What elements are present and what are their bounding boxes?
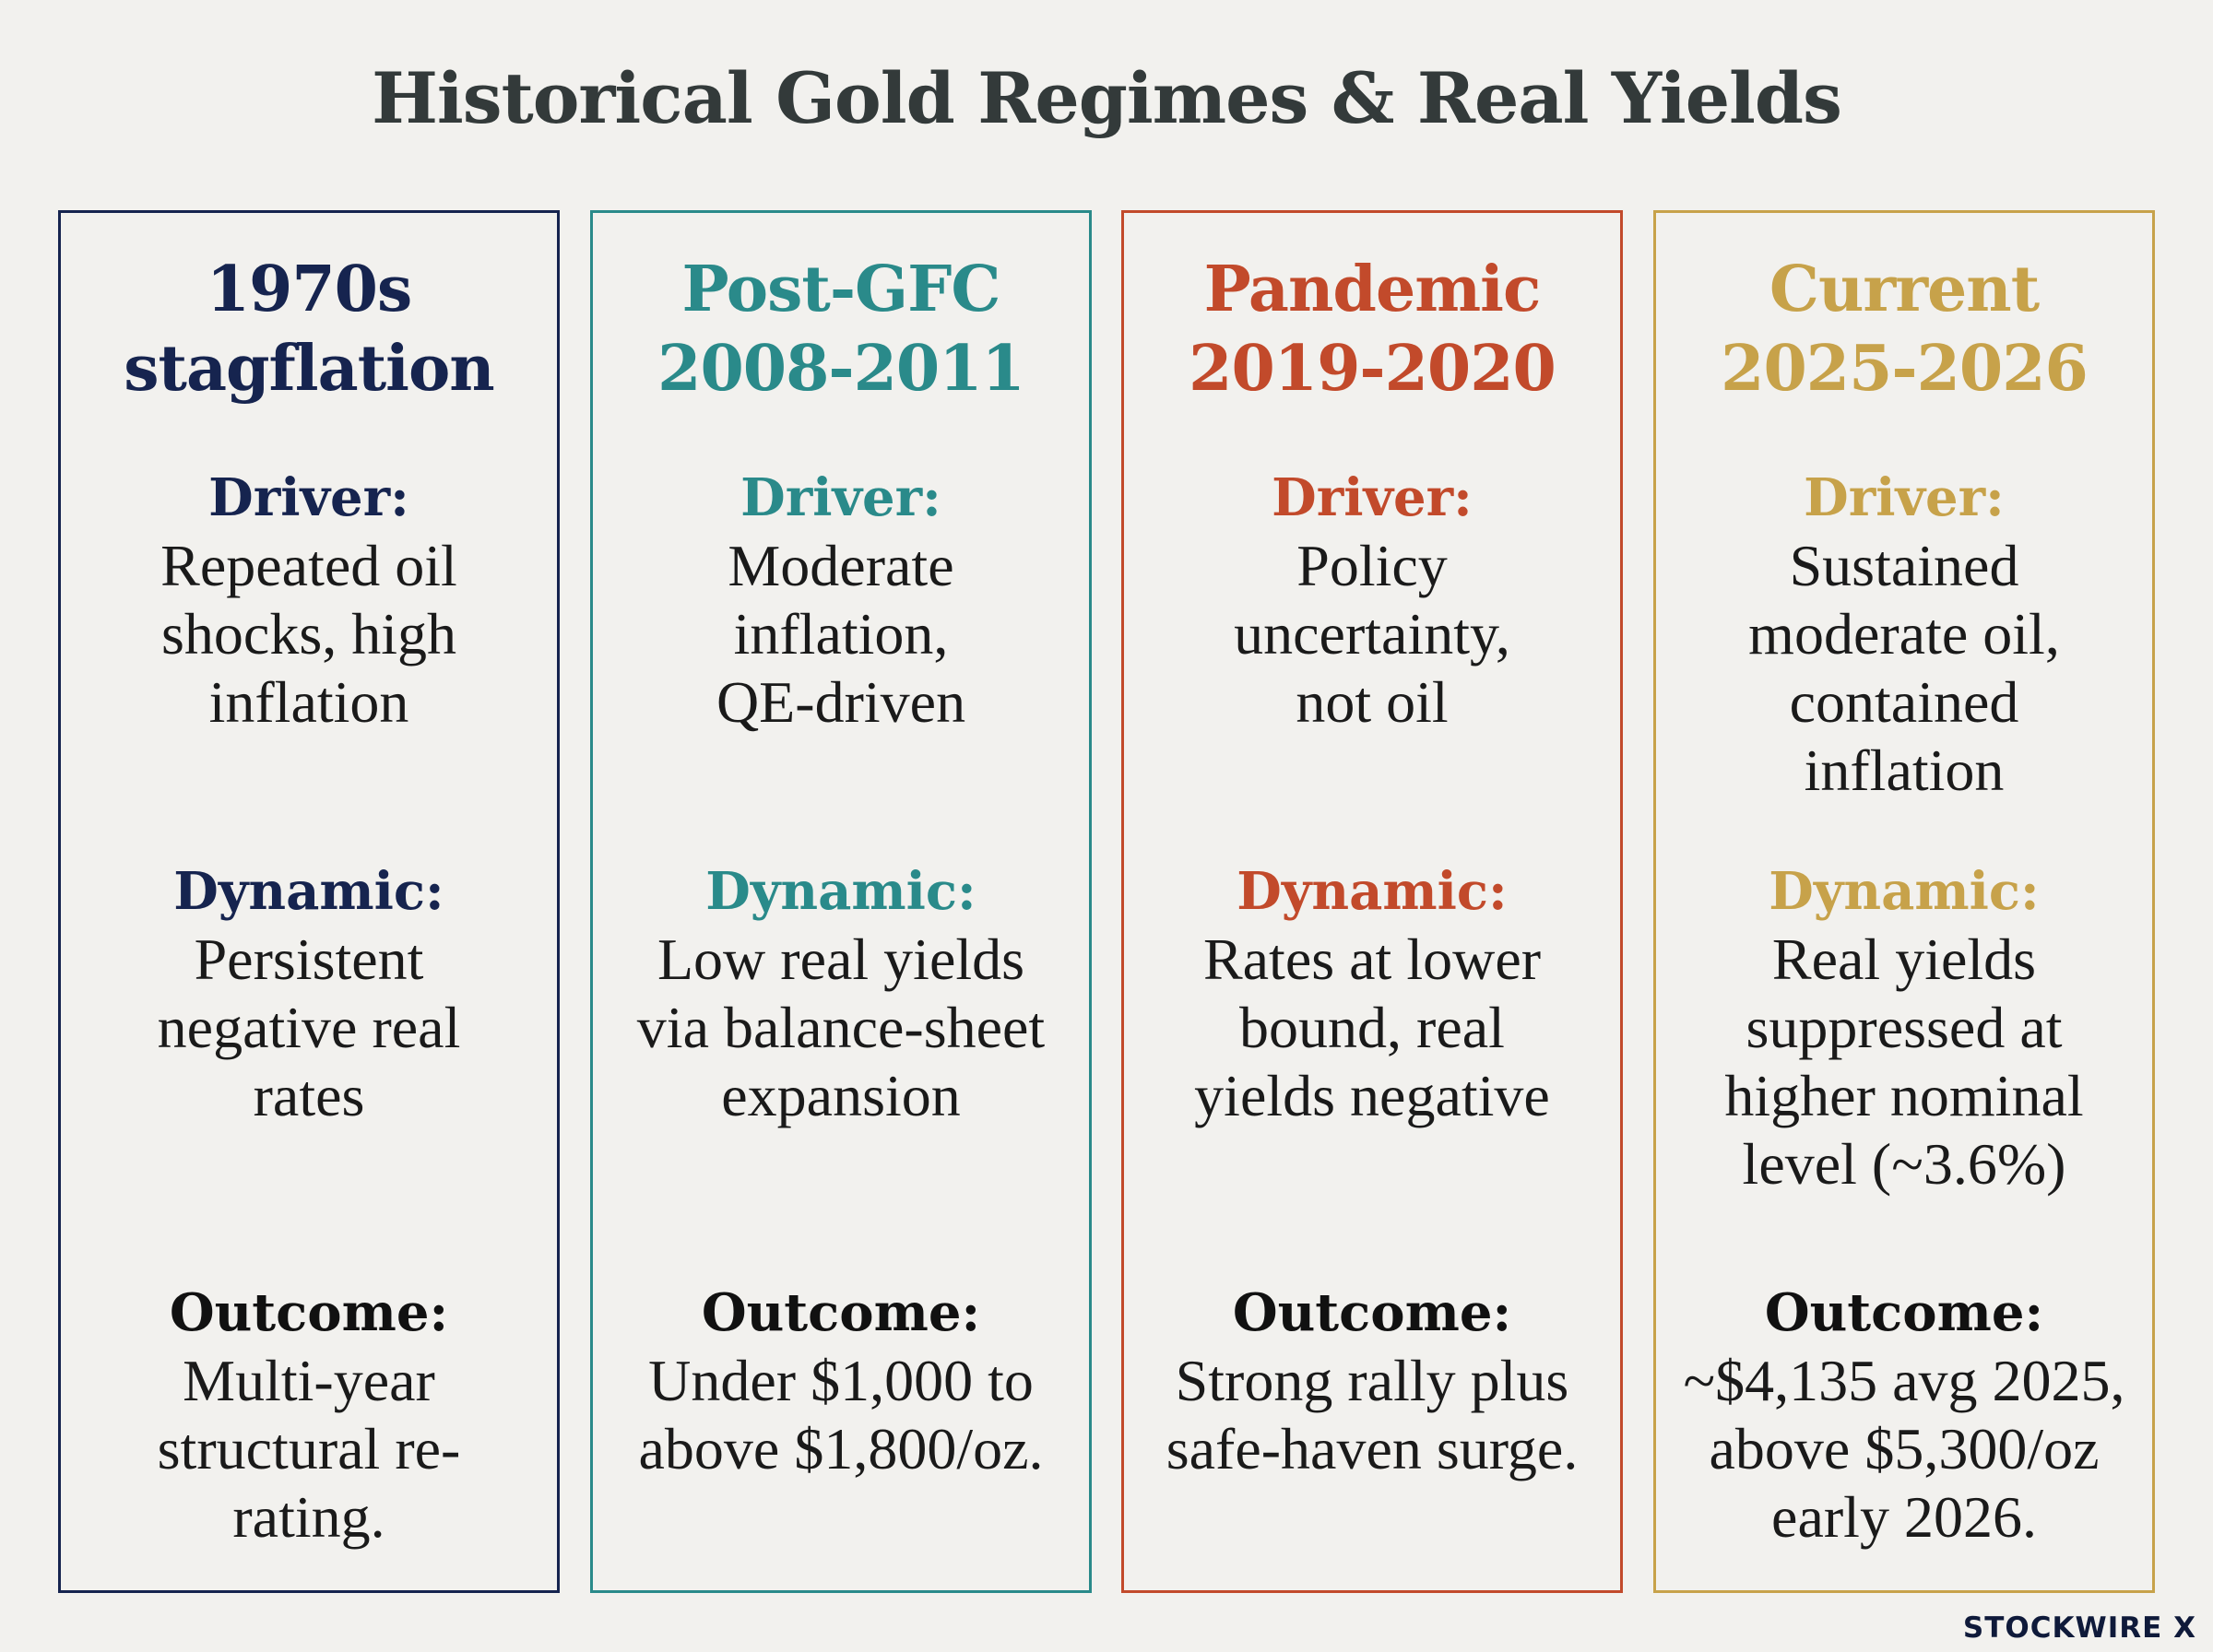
driver-section: Driver: Policy uncertainty, not oil <box>1124 464 1620 737</box>
dynamic-text: Real yields suppressed at higher nominal… <box>1724 926 2084 1197</box>
panel-heading-line1: Pandemic <box>1203 253 1542 326</box>
dynamic-text: Rates at lower bound, real yields negati… <box>1194 926 1550 1128</box>
outcome-section: Outcome: ~$4,135 avg 2025, above $5,300/… <box>1656 1279 2152 1552</box>
panel-heading: 1970s stagflation <box>61 250 557 408</box>
driver-label: Driver: <box>208 467 409 528</box>
outcome-text: Strong rally plus safe-haven surge. <box>1166 1348 1579 1481</box>
dynamic-section: Dynamic: Persistent negative real rates <box>61 857 557 1130</box>
driver-text: Policy uncertainty, not oil <box>1234 533 1510 735</box>
regime-panel-post-gfc: Post-GFC 2008-2011 Driver: Moderate infl… <box>590 210 1092 1593</box>
panel-heading-line2: 2025-2026 <box>1721 332 2089 406</box>
panel-heading-line1: Current <box>1769 253 2040 326</box>
driver-text: Sustained moderate oil, contained inflat… <box>1748 533 2060 803</box>
dynamic-label: Dynamic: <box>173 861 444 922</box>
regime-panel-pandemic: Pandemic 2019-2020 Driver: Policy uncert… <box>1121 210 1623 1593</box>
outcome-label: Outcome: <box>169 1282 449 1343</box>
dynamic-text: Persistent negative real rates <box>157 926 461 1128</box>
outcome-label: Outcome: <box>701 1282 981 1343</box>
outcome-section: Outcome: Under $1,000 to above $1,800/oz… <box>593 1279 1089 1483</box>
panel-heading-line1: Post-GFC <box>681 253 1000 326</box>
driver-text: Repeated oil shocks, high inflation <box>160 533 457 735</box>
dynamic-label: Dynamic: <box>705 861 976 922</box>
driver-label: Driver: <box>1804 467 2005 528</box>
panel-heading: Post-GFC 2008-2011 <box>593 250 1089 408</box>
dynamic-text: Low real yields via balance-sheet expans… <box>636 926 1046 1128</box>
dynamic-label: Dynamic: <box>1237 861 1508 922</box>
outcome-label: Outcome: <box>1764 1282 2044 1343</box>
regime-panel-current: Current 2025-2026 Driver: Sustained mode… <box>1653 210 2155 1593</box>
driver-section: Driver: Sustained moderate oil, containe… <box>1656 464 2152 805</box>
outcome-label: Outcome: <box>1232 1282 1512 1343</box>
driver-text: Moderate inflation, QE-driven <box>716 533 966 735</box>
outcome-text: ~$4,135 avg 2025, above $5,300/oz early … <box>1683 1348 2125 1550</box>
panel-heading-line2: 2008-2011 <box>657 332 1025 406</box>
page-title: Historical Gold Regimes & Real Yields <box>372 57 1842 139</box>
dynamic-section: Dynamic: Real yields suppressed at highe… <box>1656 857 2152 1198</box>
outcome-text: Under $1,000 to above $1,800/oz. <box>638 1348 1044 1481</box>
outcome-text: Multi-year structural re-rating. <box>157 1348 461 1550</box>
driver-label: Driver: <box>1272 467 1473 528</box>
panel-heading-line2: stagflation <box>124 332 494 406</box>
outcome-section: Outcome: Multi-year structural re-rating… <box>61 1279 557 1552</box>
regime-panel-1970s: 1970s stagflation Driver: Repeated oil s… <box>58 210 560 1593</box>
driver-section: Driver: Repeated oil shocks, high inflat… <box>61 464 557 737</box>
brand-logo: STOCKWIRE X <box>1962 1611 2196 1645</box>
panel-heading: Pandemic 2019-2020 <box>1124 250 1620 408</box>
driver-label: Driver: <box>740 467 941 528</box>
driver-section: Driver: Moderate inflation, QE-driven <box>593 464 1089 737</box>
outcome-section: Outcome: Strong rally plus safe-haven su… <box>1124 1279 1620 1483</box>
panel-heading-line1: 1970s <box>206 253 413 326</box>
dynamic-label: Dynamic: <box>1769 861 2040 922</box>
panel-heading: Current 2025-2026 <box>1656 250 2152 408</box>
dynamic-section: Dynamic: Rates at lower bound, real yiel… <box>1124 857 1620 1130</box>
panel-heading-line2: 2019-2020 <box>1189 332 1556 406</box>
dynamic-section: Dynamic: Low real yields via balance-she… <box>593 857 1089 1130</box>
